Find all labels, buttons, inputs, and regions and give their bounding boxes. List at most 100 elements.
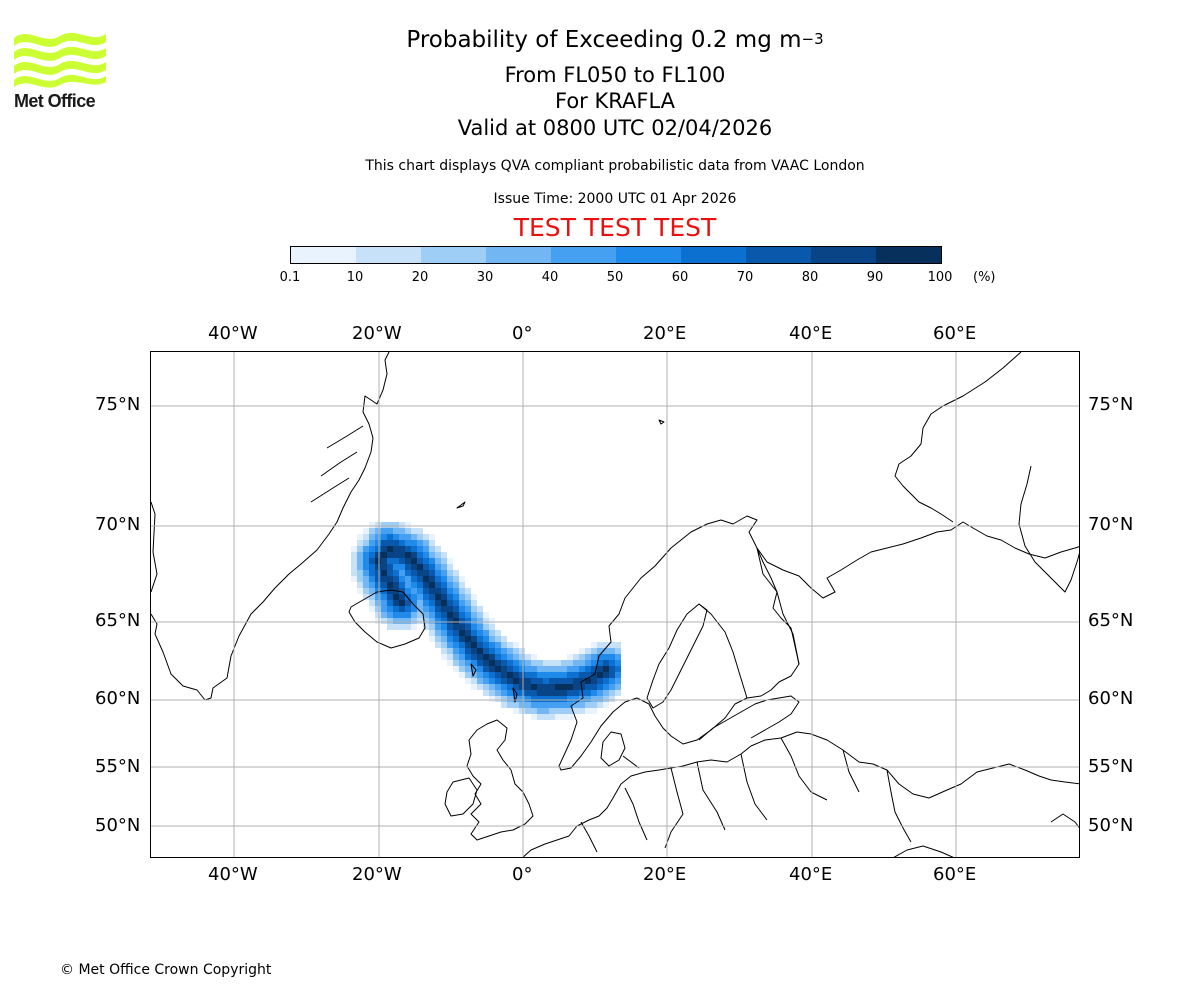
plume-cell	[459, 582, 465, 588]
plume-cell	[501, 684, 507, 690]
plume-cell	[507, 690, 513, 696]
valid-time-line: Valid at 0800 UTC 02/04/2026	[457, 116, 773, 140]
plume-cell	[567, 654, 573, 660]
plume-cell	[609, 678, 615, 684]
plume-cell	[477, 666, 483, 672]
plume-cell	[399, 522, 405, 528]
plume-cell	[351, 546, 357, 552]
plume-cell	[411, 564, 417, 570]
plume-cell	[525, 696, 531, 702]
lat-label-left: 50°N	[95, 815, 141, 836]
plume-cell	[519, 672, 525, 678]
plume-cell	[579, 672, 585, 678]
plume-cell	[375, 546, 381, 552]
plume-cell	[609, 696, 615, 702]
plume-cell	[429, 576, 435, 582]
plume-cell	[417, 588, 423, 594]
plume-cell	[405, 594, 411, 600]
plume-cell	[351, 552, 357, 558]
plume-cell	[423, 594, 429, 600]
plume-cell	[519, 702, 525, 708]
lon-label-top: 60°E	[933, 323, 977, 344]
plume-cell	[423, 612, 429, 618]
colorbar-segment	[551, 247, 616, 263]
plume-cell	[441, 612, 447, 618]
plume-cell	[375, 552, 381, 558]
plume-cell	[381, 534, 387, 540]
plume-cell	[459, 618, 465, 624]
plume-cell	[447, 588, 453, 594]
plume-cell	[597, 648, 603, 654]
plume-cell	[429, 600, 435, 606]
lat-label-right: 60°N	[1088, 688, 1134, 709]
plume-cell	[483, 690, 489, 696]
plume-cell	[375, 570, 381, 576]
plume-cell	[429, 594, 435, 600]
colorbar	[290, 246, 942, 264]
plume-cell	[363, 576, 369, 582]
plume-cell	[387, 570, 393, 576]
volcano-line: For KRAFLA	[555, 89, 675, 113]
plume-cell	[447, 606, 453, 612]
plume-cell	[399, 546, 405, 552]
plume-cell	[495, 672, 501, 678]
plume-cell	[495, 630, 501, 636]
plume-cell	[591, 708, 597, 714]
plume-cell	[411, 552, 417, 558]
colorbar-tick-label: 0.1	[279, 270, 301, 285]
plume-cell	[489, 696, 495, 702]
plume-cell	[405, 624, 411, 630]
plume-cell	[615, 654, 621, 660]
plume-cell	[369, 522, 375, 528]
plume-cell	[507, 660, 513, 666]
plume-cell	[375, 594, 381, 600]
plume-cell	[549, 690, 555, 696]
plume-cell	[429, 630, 435, 636]
plume-cell	[453, 582, 459, 588]
plume-cell	[483, 624, 489, 630]
plume-cell	[597, 702, 603, 708]
plume-cell	[417, 540, 423, 546]
plume-cell	[459, 606, 465, 612]
plume-cell	[435, 582, 441, 588]
plume-cell	[483, 654, 489, 660]
plume-cell	[453, 642, 459, 648]
plume-cell	[405, 576, 411, 582]
plume-cell	[519, 690, 525, 696]
plume-cell	[423, 552, 429, 558]
plume-cell	[417, 558, 423, 564]
plume-cell	[369, 558, 375, 564]
plume-cell	[465, 588, 471, 594]
plume-cell	[561, 696, 567, 702]
chart-note: This chart displays QVA compliant probab…	[365, 158, 865, 174]
plume-cell	[537, 696, 543, 702]
plume-cell	[465, 678, 471, 684]
plume-cell	[423, 564, 429, 570]
plume-cell	[411, 534, 417, 540]
plume-cell	[603, 702, 609, 708]
plume-cell	[591, 690, 597, 696]
plume-cell	[393, 552, 399, 558]
plume-cell	[417, 618, 423, 624]
plume-cell	[495, 654, 501, 660]
plume-cell	[567, 708, 573, 714]
plume-cell	[525, 708, 531, 714]
plume-cell	[495, 696, 501, 702]
plume-cell	[423, 576, 429, 582]
plume-cell	[465, 648, 471, 654]
plume-cell	[543, 672, 549, 678]
plume-cell	[489, 648, 495, 654]
lon-label-top: 0°	[512, 323, 533, 344]
plume-cell	[393, 540, 399, 546]
plume-cell	[381, 552, 387, 558]
plume-cell	[471, 594, 477, 600]
colorbar-segment	[746, 247, 811, 263]
plume-cell	[405, 564, 411, 570]
coast-caspian	[1050, 813, 1079, 829]
plume-cell	[465, 606, 471, 612]
plume-cell	[429, 624, 435, 630]
colorbar-tick-label: 70	[736, 270, 754, 285]
plume-cell	[387, 606, 393, 612]
plume-cell	[579, 702, 585, 708]
plume-cell	[369, 582, 375, 588]
